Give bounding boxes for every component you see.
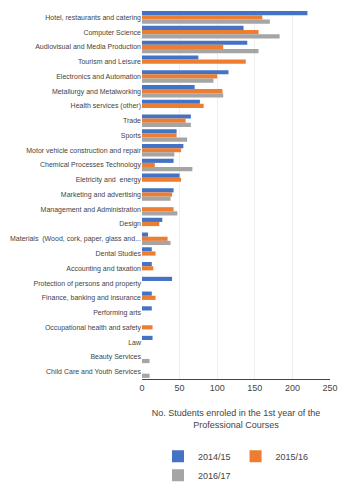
svg-text:2016/17: 2016/17 bbox=[198, 471, 231, 481]
svg-text:0: 0 bbox=[139, 383, 144, 393]
svg-text:Electronics and Automation: Electronics and Automation bbox=[56, 73, 141, 80]
svg-text:Performing arts: Performing arts bbox=[93, 309, 141, 317]
svg-text:150: 150 bbox=[247, 383, 262, 393]
svg-text:Beauty Services: Beauty Services bbox=[90, 353, 141, 361]
svg-text:Dental Studies: Dental Studies bbox=[95, 250, 141, 257]
svg-text:Protection of persons and prop: Protection of persons and property bbox=[34, 280, 142, 288]
svg-text:Tourism and Leisure: Tourism and Leisure bbox=[78, 58, 141, 65]
svg-text:Occupational health and safety: Occupational health and safety bbox=[45, 324, 142, 332]
svg-text:Design: Design bbox=[119, 220, 141, 228]
svg-text:Motor vehicle construction and: Motor vehicle construction and repair bbox=[26, 147, 141, 155]
svg-text:Metallurgy and Metalworking: Metallurgy and Metalworking bbox=[52, 88, 141, 96]
svg-text:250: 250 bbox=[322, 383, 337, 393]
svg-text:Finance, banking and insurance: Finance, banking and insurance bbox=[42, 294, 141, 302]
svg-text:Audiovisual and Media Producti: Audiovisual and Media Production bbox=[35, 43, 141, 50]
svg-text:2015/16: 2015/16 bbox=[276, 452, 309, 462]
svg-text:Accounting and taxation: Accounting and taxation bbox=[66, 265, 141, 273]
svg-text:200: 200 bbox=[285, 383, 300, 393]
svg-text:Materials (Wood, cork, paper,: Materials (Wood, cork, paper, glass and.… bbox=[10, 235, 141, 243]
svg-text:Sports: Sports bbox=[121, 132, 142, 140]
svg-text:Computer Science: Computer Science bbox=[83, 29, 141, 37]
svg-text:Chemical Processes Technology: Chemical Processes Technology bbox=[40, 161, 142, 169]
svg-text:Marketing and advertising: Marketing and advertising bbox=[61, 191, 141, 199]
svg-text:No. Students enroled in the 1s: No. Students enroled in the 1st year of … bbox=[152, 408, 321, 430]
svg-text:Hotel, restaurants and caterin: Hotel, restaurants and catering bbox=[45, 14, 141, 22]
svg-text:Health services (other): Health services (other) bbox=[71, 102, 141, 110]
svg-text:Management and Administration: Management and Administration bbox=[41, 206, 141, 214]
svg-text:100: 100 bbox=[210, 383, 225, 393]
svg-text:Child Care and Youth Services: Child Care and Youth Services bbox=[46, 368, 141, 375]
svg-text:Law: Law bbox=[128, 339, 142, 346]
svg-text:2014/15: 2014/15 bbox=[198, 452, 231, 462]
svg-text:Eletricity and energy: Eletricity and energy bbox=[76, 176, 142, 184]
svg-text:50: 50 bbox=[175, 383, 185, 393]
svg-text:Trade: Trade bbox=[123, 117, 141, 124]
